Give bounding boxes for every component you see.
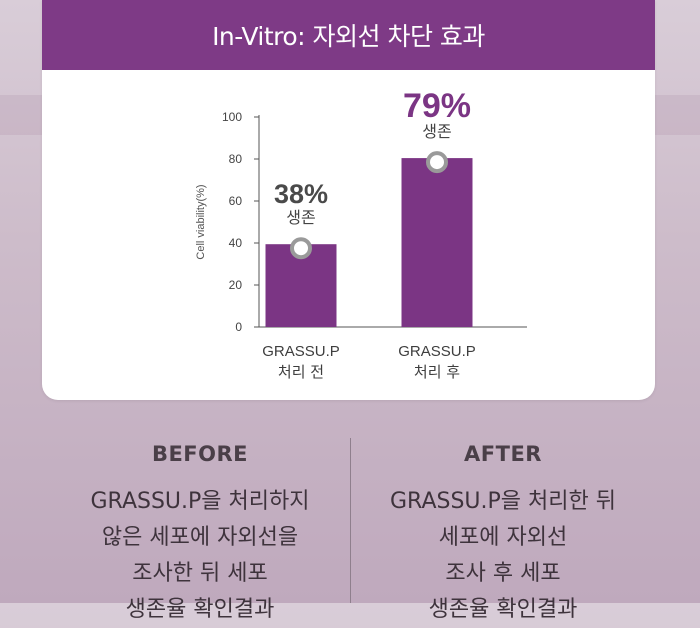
y-axis-label: Cell viability(%) — [195, 184, 207, 259]
column-divider — [350, 438, 351, 603]
y-tick-label: 40 — [229, 236, 243, 250]
y-tick-label: 60 — [229, 194, 243, 208]
x-category-sublabel: 처리 후 — [414, 363, 460, 381]
before-title: BEFORE — [151, 442, 249, 466]
before-line-1: GRASSU.P을 처리하지 — [90, 489, 310, 514]
bar-2 — [401, 158, 473, 327]
before-section: BEFORE GRASSU.P을 처리하지 않은 세포에 자외선을 조사한 뒤 … — [35, 442, 365, 628]
after-line-1: GRASSU.P을 처리한 뒤 — [390, 489, 616, 514]
bar-marker-1 — [290, 237, 312, 260]
x-category-label: GRASSU.P — [398, 343, 476, 360]
before-line-3: 조사한 뒤 세포 — [132, 561, 268, 586]
after-line-2: 세포에 자외선 — [438, 525, 568, 550]
card-title: In-Vitro: 자외선 차단 효과 — [212, 22, 485, 51]
after-title: AFTER — [464, 442, 542, 466]
chart-card: In-Vitro: 자외선 차단 효과 0 20 40 60 80 100 Cell via… — [42, 0, 655, 400]
bar-value-label-2: 79% — [403, 87, 471, 125]
y-tick-label: 20 — [229, 278, 243, 292]
bar-sub-label-1: 생존 — [286, 208, 315, 227]
after-line-3: 조사 후 세포 — [445, 561, 561, 586]
bar-marker-2 — [426, 151, 448, 174]
y-tick-label: 100 — [222, 110, 242, 124]
bar-sub-label-2: 생존 — [422, 122, 451, 141]
bar-value-label-1: 38% — [274, 179, 328, 209]
x-category-sublabel: 처리 전 — [278, 363, 324, 381]
after-section: AFTER GRASSU.P을 처리한 뒤 세포에 자외선 조사 후 세포 생존… — [338, 442, 668, 628]
after-line-4: 생존율 확인결과 — [428, 597, 578, 622]
y-tick-label: 80 — [229, 152, 243, 166]
y-tick-label: 0 — [235, 320, 242, 334]
x-category-label: GRASSU.P — [262, 343, 340, 360]
before-line-4: 생존율 확인결과 — [125, 597, 275, 622]
before-line-2: 않은 세포에 자외선을 — [101, 525, 299, 550]
card-header: In-Vitro: 자외선 차단 효과 — [42, 0, 655, 70]
